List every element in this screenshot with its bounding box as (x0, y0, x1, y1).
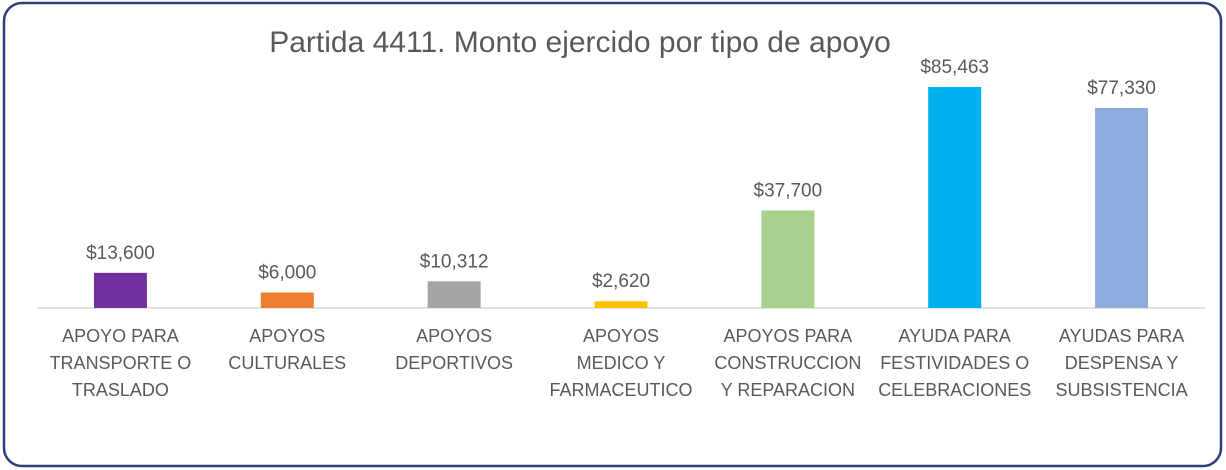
x-tick-label: APOYOS PARA CONSTRUCCION Y REPARACION (714, 326, 861, 400)
x-tick-label: AYUDAS PARA DESPENSA Y SUBSISTENCIA (1056, 326, 1188, 400)
data-label: $6,000 (258, 262, 316, 283)
bar (1095, 108, 1149, 308)
bar (260, 292, 314, 308)
data-label: $37,700 (754, 181, 823, 202)
data-label: $77,330 (1087, 78, 1156, 99)
x-tick-label: APOYOS DEPORTIVOS (395, 326, 513, 373)
chart-title: Partida 4411. Monto ejercido por tipo de… (269, 26, 891, 59)
data-label: $85,463 (920, 57, 989, 78)
x-tick-label: AYUDA PARA FESTIVIDADES O CELEBRACIONES (878, 326, 1031, 400)
bar (93, 272, 147, 308)
data-label: $13,600 (86, 243, 155, 264)
bar (594, 301, 648, 308)
bar (928, 87, 982, 308)
data-label: $2,620 (592, 271, 650, 292)
data-label: $10,312 (420, 251, 489, 272)
bar (761, 210, 815, 308)
x-tick-label: APOYO PARA TRANSPORTE O TRASLADO (50, 326, 192, 400)
x-tick-label: APOYOS CULTURALES (228, 326, 346, 373)
bar (427, 281, 481, 308)
x-tick-label: APOYOS MEDICO Y FARMACEUTICO (549, 326, 692, 400)
